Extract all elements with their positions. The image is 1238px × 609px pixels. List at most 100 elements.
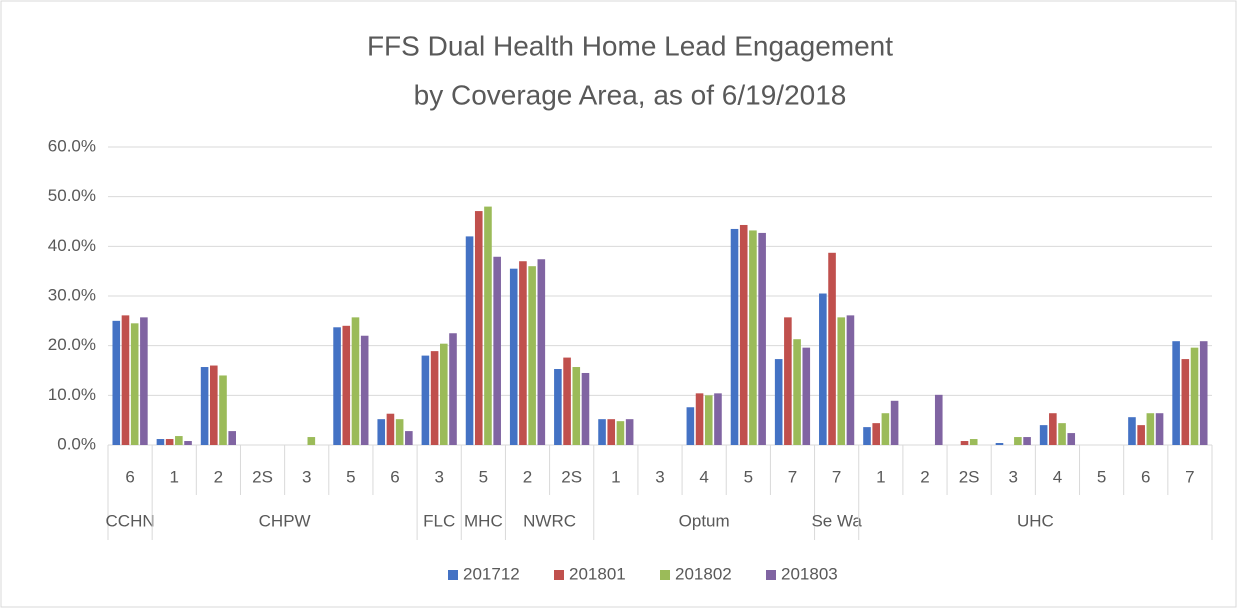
x-tick-label: 1 [170, 467, 179, 486]
bar [307, 437, 316, 445]
bar [465, 236, 474, 445]
bar [519, 261, 527, 445]
bar [156, 439, 165, 445]
x-tick-label: 2 [920, 467, 929, 486]
bar [758, 232, 766, 445]
y-tick-label: 40.0% [48, 236, 96, 255]
bar [449, 333, 457, 445]
bar [386, 413, 395, 445]
bar [784, 317, 792, 445]
x-tick-label: 3 [434, 467, 443, 486]
bar [819, 293, 827, 445]
y-tick-label: 30.0% [48, 285, 96, 304]
bar [1058, 423, 1066, 445]
legend-swatch [554, 570, 564, 580]
bar [774, 359, 783, 445]
bar [377, 419, 386, 445]
bar [210, 365, 218, 445]
bar [695, 393, 704, 445]
bar [960, 441, 969, 445]
group-label: CCHN [106, 511, 155, 530]
group-label: UHC [1017, 511, 1054, 530]
bar [1155, 413, 1164, 445]
x-tick-label: 2S [252, 467, 273, 486]
bar [184, 441, 192, 445]
bar [837, 317, 846, 445]
bar [616, 421, 625, 445]
bar [1014, 437, 1022, 445]
y-tick-label: 10.0% [48, 385, 96, 404]
group-label: FLC [423, 511, 455, 530]
bar [802, 347, 811, 445]
bar [405, 431, 413, 445]
bar [528, 266, 536, 445]
group-label: Optum [679, 511, 730, 530]
x-tick-label: 3 [302, 467, 311, 486]
x-tick-label: 6 [125, 467, 134, 486]
bar [1039, 425, 1048, 445]
bar [219, 375, 227, 445]
x-tick-label: 7 [832, 467, 841, 486]
legend-swatch [448, 570, 458, 580]
bar [1172, 341, 1180, 445]
bar [704, 395, 713, 445]
bar [739, 224, 748, 445]
group-label: CHPW [259, 511, 311, 530]
x-tick-label: 1 [876, 467, 885, 486]
chart-title: by Coverage Area, as of 6/19/2018 [414, 79, 847, 110]
x-tick-label: 3 [655, 467, 664, 486]
bar [1137, 425, 1145, 445]
y-tick-label: 20.0% [48, 335, 96, 354]
bar [995, 443, 1004, 445]
bar [872, 423, 880, 445]
x-tick-label: 5 [479, 467, 488, 486]
bar [554, 369, 562, 445]
x-tick-label: 2 [214, 467, 223, 486]
x-tick-label: 6 [1141, 467, 1150, 486]
bar [140, 317, 148, 445]
x-tick-label: 5 [744, 467, 753, 486]
bar [1146, 413, 1155, 445]
bar [793, 339, 801, 445]
y-tick-label: 50.0% [48, 186, 96, 205]
x-tick-label: 6 [390, 467, 399, 486]
bar [421, 355, 430, 445]
bar [1067, 433, 1076, 445]
legend-label: 201802 [675, 564, 732, 583]
bar [175, 436, 183, 445]
bar [351, 317, 360, 445]
x-tick-label: 2S [959, 467, 980, 486]
legend-label: 201801 [569, 564, 626, 583]
bar [607, 419, 616, 445]
group-label: MHC [464, 511, 503, 530]
bar [360, 335, 369, 445]
bar [130, 323, 139, 445]
bar [563, 357, 571, 445]
x-tick-label: 4 [1053, 467, 1062, 486]
bar [165, 439, 174, 445]
y-tick-label: 60.0% [48, 136, 96, 155]
bar [572, 367, 581, 445]
bar [430, 351, 439, 445]
bar [846, 315, 855, 445]
bar [714, 393, 722, 445]
bar [509, 268, 518, 445]
legend-label: 201712 [463, 564, 520, 583]
x-tick-label: 5 [1097, 467, 1106, 486]
bar [863, 427, 871, 445]
bar [1199, 341, 1208, 445]
bar [749, 230, 757, 445]
bar [342, 325, 351, 445]
x-tick-label: 1 [611, 467, 620, 486]
bar [890, 400, 899, 445]
bar [1049, 413, 1057, 445]
bar [625, 419, 634, 445]
bar [121, 315, 130, 445]
x-tick-label: 2 [523, 467, 532, 486]
bar [395, 419, 404, 445]
x-tick-label: 2S [561, 467, 582, 486]
group-label: Se Wa [811, 511, 862, 530]
bar [828, 252, 836, 445]
bar [581, 372, 590, 445]
bar [686, 407, 695, 445]
